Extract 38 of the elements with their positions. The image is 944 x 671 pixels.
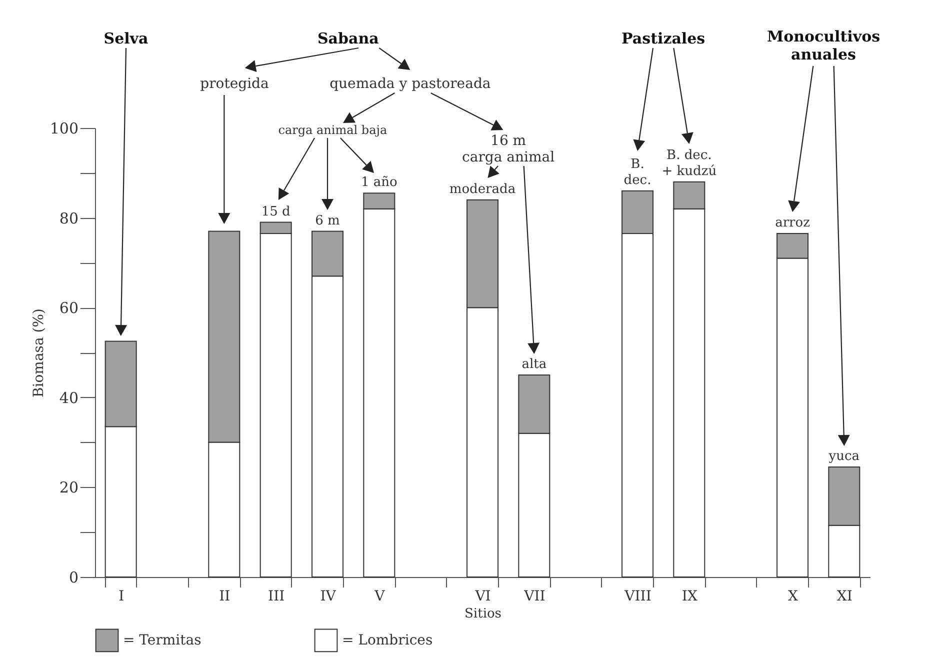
x-tick-label: V xyxy=(374,588,386,604)
text: Monocultivos anuales xyxy=(766,27,880,64)
annotation: alta xyxy=(522,356,547,372)
y-axis-title: Biomasa (%) xyxy=(30,308,47,398)
annotation: carga animal baja xyxy=(278,123,388,138)
text: Sabana xyxy=(317,29,380,48)
x-tick-label: VI xyxy=(474,588,491,604)
x-axis-title: Sitios xyxy=(464,606,502,622)
text: Selva xyxy=(104,29,149,48)
annotation: 6 m xyxy=(315,213,340,228)
x-tick-label: IV xyxy=(320,588,337,604)
annotation: 16 m carga animal xyxy=(462,132,556,166)
annotation: B. dec. xyxy=(624,156,652,188)
annotation: 1 año xyxy=(360,175,398,190)
text: protegida xyxy=(200,76,269,92)
x-tick-label: VIII xyxy=(624,588,652,604)
y-tick-label: 40 xyxy=(59,388,78,407)
annotation: moderada xyxy=(449,182,516,197)
x-tick-label: III xyxy=(268,588,285,604)
annotation: 15 d xyxy=(261,204,290,220)
legend-label: = Termitas xyxy=(123,632,202,648)
x-tick-label: II xyxy=(219,588,230,604)
y-tick-label: 80 xyxy=(59,209,78,228)
y-tick-label: 60 xyxy=(59,299,78,318)
annotation: arroz xyxy=(775,216,810,231)
y-tick-label: 100 xyxy=(50,120,78,138)
annotation: yuca xyxy=(828,448,860,464)
text: quemada y pastoreada xyxy=(330,76,491,92)
text: Pastizales xyxy=(622,29,706,48)
y-tick-label: 20 xyxy=(59,478,78,497)
x-tick-label: X xyxy=(788,588,798,604)
x-tick-label: XI xyxy=(836,588,852,604)
y-tick-label: 0 xyxy=(68,568,78,586)
legend-label: = Lombrices xyxy=(342,632,433,648)
x-tick-label: VII xyxy=(523,588,546,604)
x-tick-label: I xyxy=(118,588,124,604)
annotation: B. dec. + kudzú xyxy=(662,148,717,179)
x-tick-label: IX xyxy=(682,588,698,604)
